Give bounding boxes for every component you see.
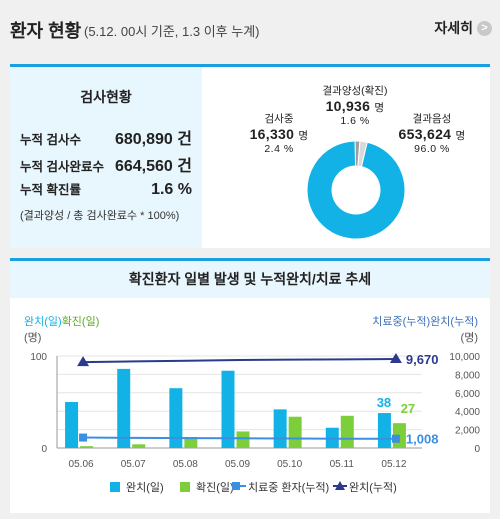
- chevron-right-icon: >: [477, 20, 492, 36]
- pie-label-percent: 96.0 %: [414, 143, 450, 155]
- right-tick-label: 10,000: [449, 352, 480, 363]
- right-tick-label: 2,000: [455, 426, 480, 437]
- right-tick-label: 4,000: [455, 407, 480, 418]
- bar-cured: [169, 388, 183, 448]
- pie-label-positive: 결과양성(확진) 10,936 명 1.6 %: [310, 83, 400, 127]
- trend-title: 확진환자 일별 발생 및 누적완치/치료 추세: [10, 261, 490, 298]
- category-label: 05.12: [381, 459, 406, 470]
- treating-last-label: 1,008: [406, 432, 439, 447]
- rate-formula-note: (결과양성 / 총 검사완료수 * 100%): [20, 210, 180, 222]
- test-status-title: 검사현황: [80, 89, 132, 105]
- legend-swatch: [180, 482, 190, 492]
- bar-cured: [273, 409, 287, 448]
- pie-label-testing: 검사중 16,330 명 2.4 %: [236, 111, 322, 155]
- treating-point: [79, 433, 88, 442]
- detail-label: 자세히: [434, 20, 473, 36]
- test-result-pie: 결과양성(확진) 10,936 명 1.6 % 검사중 16,330 명 2.4…: [202, 67, 490, 248]
- bar-confirmed: [184, 436, 198, 448]
- test-status-panel: 검사현황 누적 검사수 680,890 건 누적 검사완료수 664,560 건…: [10, 67, 202, 248]
- pie-label-unit: 명: [455, 130, 466, 142]
- right-tick-label: 6,000: [455, 389, 480, 400]
- left-axis-title-cured: 완치(일): [24, 316, 62, 328]
- stat-value: 1.6 %: [151, 181, 192, 198]
- left-axis-title: 완치(일)확진(일): [24, 313, 99, 329]
- pie-label-unit: 명: [298, 130, 309, 142]
- left-tick-label: 100: [30, 352, 47, 363]
- right-tick-label: 8,000: [455, 370, 480, 381]
- pie-slice: [306, 140, 406, 240]
- stat-label: 누적 확진률: [20, 183, 81, 197]
- cured-cum-line: [83, 358, 396, 364]
- legend-label: 완치(일): [126, 480, 164, 494]
- pie-label-count: 653,624: [398, 126, 452, 142]
- stat-label: 누적 검사완료수: [20, 160, 104, 174]
- bar-confirmed: [340, 415, 354, 448]
- detail-link[interactable]: 자세히 >: [434, 18, 492, 38]
- bar-confirmed: [80, 446, 94, 448]
- legend-label: 완치(누적): [349, 481, 397, 494]
- page-header: 환자 현황 (5.12. 00시 기준, 1.3 이후 누계) 자세히 >: [0, 0, 500, 58]
- left-axis-unit: (명): [24, 332, 42, 344]
- category-label: 05.07: [121, 459, 146, 470]
- category-label: 05.06: [69, 459, 94, 470]
- confirmed-last-label: 27: [401, 401, 415, 416]
- category-label: 05.10: [277, 459, 302, 470]
- left-axis-title-confirmed: 확진(일): [61, 316, 100, 328]
- pie-label-name: 검사중: [264, 113, 294, 125]
- bar-cured: [221, 370, 235, 448]
- legend-label: 치료중 환자(누적): [248, 481, 329, 494]
- bar-cured: [117, 368, 131, 448]
- pie-label-percent: 1.6 %: [340, 115, 370, 127]
- left-tick-label: 0: [41, 444, 47, 455]
- bar-cured: [65, 402, 79, 448]
- right-axis-title: 치료중(누적)완치(누적): [372, 316, 478, 328]
- page-subtitle: (5.12. 00시 기준, 1.3 이후 누계): [84, 24, 260, 39]
- bar-confirmed: [288, 416, 302, 448]
- right-tick-label: 0: [474, 444, 480, 455]
- legend-swatch: [232, 482, 240, 490]
- pie-label-count: 16,330: [249, 126, 295, 142]
- bar-confirmed: [236, 431, 250, 448]
- cured-cum-point: [77, 356, 90, 367]
- category-label: 05.08: [173, 459, 198, 470]
- trend-chart: 100 0 10,000 8,000 6,000 4,000 2,000 0 38 27 1,008…: [30, 352, 480, 494]
- treating-line: [83, 436, 396, 440]
- stat-row: 누적 검사수 680,890 건: [20, 125, 192, 149]
- right-axis-unit: (명): [460, 332, 478, 344]
- stat-label: 누적 검사수: [20, 133, 81, 147]
- legend-label: 확진(일): [196, 480, 234, 494]
- pie-label-count: 10,936: [325, 98, 371, 114]
- legend-swatch: [335, 481, 345, 490]
- cured-cum-point: [389, 353, 402, 364]
- cured-cum-last-label: 9,670: [406, 352, 439, 367]
- treating-point: [391, 434, 400, 443]
- legend-swatch: [110, 482, 120, 492]
- category-label: 05.11: [330, 459, 355, 470]
- trend-card: 확진환자 일별 발생 및 누적완치/치료 추세 완치(일)확진(일) (명) 치…: [10, 258, 490, 513]
- pie-chart: [306, 140, 406, 240]
- pie-label-unit: 명: [374, 102, 385, 114]
- pie-label-name: 결과음성: [412, 113, 452, 125]
- cured-last-label: 38: [377, 395, 391, 410]
- stat-row: 누적 확진률 1.6 %: [20, 179, 192, 199]
- bar-confirmed: [132, 444, 146, 448]
- stat-row: 누적 검사완료수 664,560 건: [20, 152, 192, 176]
- pie-label-percent: 2.4 %: [264, 143, 294, 155]
- pie-label-name: 결과양성(확진): [322, 85, 388, 97]
- stat-value: 664,560 건: [114, 158, 192, 175]
- page-title: 환자 현황: [10, 21, 82, 41]
- pie-label-negative: 결과음성 653,624 명 96.0 %: [384, 111, 480, 155]
- test-status-card: 검사현황 누적 검사수 680,890 건 누적 검사완료수 664,560 건…: [10, 64, 490, 248]
- bar-cured: [377, 413, 391, 448]
- stat-value: 680,890 건: [114, 131, 192, 148]
- category-label: 05.09: [225, 459, 250, 470]
